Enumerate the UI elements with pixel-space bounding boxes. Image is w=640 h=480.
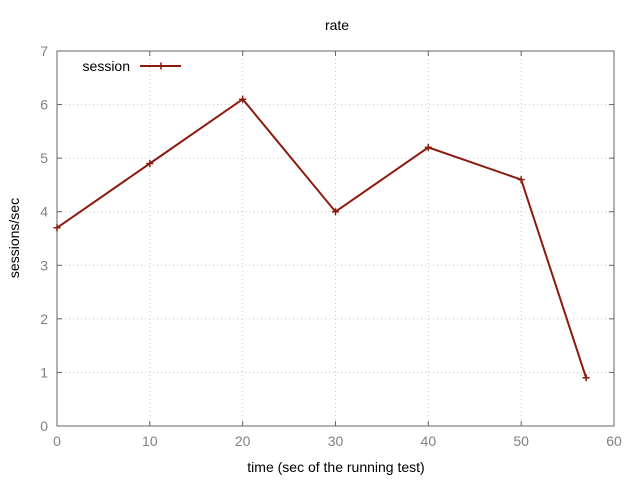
- legend-marker-session: [157, 62, 165, 70]
- x-axis-ticks: 0 10 20 30 40 50 60: [53, 51, 622, 449]
- data-point-marker: [53, 224, 61, 232]
- y-tick-label: 3: [40, 257, 48, 273]
- y-tick-label: 0: [40, 418, 48, 434]
- y-axis-ticks: 0 1 2 3 4 5 6 7: [40, 43, 614, 434]
- chart-title: rate: [325, 17, 349, 33]
- x-axis-title: time (sec of the running test): [247, 459, 424, 475]
- y-tick-label: 1: [40, 364, 48, 380]
- x-tick-label: 60: [606, 433, 622, 449]
- data-point-marker: [582, 374, 590, 382]
- data-point-marker: [239, 95, 247, 103]
- y-axis-title: sessions/sec: [6, 198, 22, 278]
- legend-label-session: session: [83, 58, 130, 74]
- legend: session: [83, 58, 181, 74]
- x-tick-label: 10: [142, 433, 158, 449]
- data-point-marker: [424, 143, 432, 151]
- gridlines: [57, 51, 614, 426]
- x-tick-label: 0: [53, 433, 61, 449]
- series-layer: [53, 95, 590, 382]
- x-tick-label: 40: [421, 433, 437, 449]
- y-tick-label: 4: [40, 204, 48, 220]
- data-point-marker: [517, 176, 525, 184]
- y-tick-label: 6: [40, 97, 48, 113]
- y-tick-label: 2: [40, 311, 48, 327]
- x-tick-label: 20: [235, 433, 251, 449]
- y-tick-label: 7: [40, 43, 48, 59]
- y-tick-label: 5: [40, 150, 48, 166]
- data-point-marker: [332, 208, 339, 216]
- data-point-marker: [146, 160, 154, 167]
- series-line-session: [56, 97, 588, 379]
- x-tick-label: 50: [513, 433, 529, 449]
- x-tick-label: 30: [328, 433, 344, 449]
